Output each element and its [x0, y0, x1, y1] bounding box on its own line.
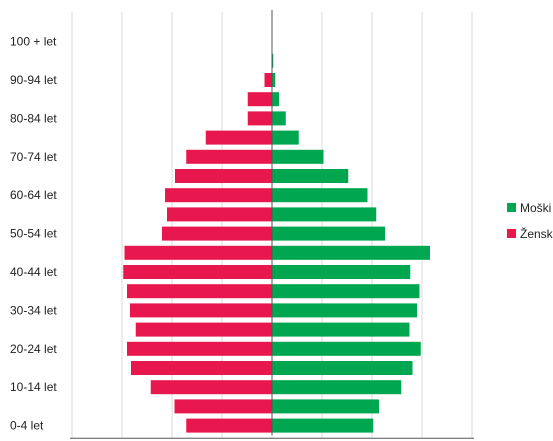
female-bar — [123, 265, 272, 279]
female-bar — [205, 130, 272, 145]
male-bar — [272, 207, 377, 222]
y-category-label: 60-64 let — [10, 188, 57, 202]
female-bar — [135, 322, 272, 337]
y-category-label: 70-74 let — [10, 150, 57, 164]
male-bar — [272, 245, 430, 260]
y-category-label: 80-84 let — [10, 111, 57, 125]
female-bar — [186, 149, 272, 164]
y-category-label: 20-24 let — [10, 342, 57, 356]
male-bar — [272, 53, 274, 68]
legend: Moški Ženske — [507, 201, 553, 241]
legend-label: Ženske — [520, 226, 553, 241]
male-bar — [272, 284, 420, 299]
y-category-label: 50-54 let — [10, 227, 57, 241]
female-bar — [186, 418, 272, 433]
female-bar — [174, 399, 272, 414]
y-category-label: 40-44 let — [10, 265, 57, 279]
y-category-label: 90-94 let — [10, 73, 57, 87]
female-bar — [247, 92, 272, 107]
legend-label: Moški — [520, 201, 551, 215]
male-bar — [272, 380, 402, 395]
male-bar — [272, 149, 324, 164]
male-bar — [272, 130, 299, 145]
female-bar — [264, 73, 272, 87]
female-bar — [247, 111, 272, 126]
male-bar — [272, 169, 349, 183]
y-category-label: 0-4 let — [10, 419, 44, 433]
male-bar — [272, 322, 410, 337]
female-bar — [131, 361, 272, 375]
female-bar — [127, 284, 272, 299]
female-bar — [127, 341, 272, 356]
female-bar — [175, 169, 272, 183]
y-category-label: 10-14 let — [10, 380, 57, 394]
female-bar — [167, 207, 272, 222]
bars — [123, 53, 430, 433]
male-bar — [272, 399, 379, 414]
legend-swatch-female — [507, 229, 516, 238]
female-bar — [150, 380, 272, 395]
male-bar — [272, 265, 411, 279]
male-bar — [272, 418, 374, 433]
female-bar — [124, 245, 272, 260]
male-bar — [272, 92, 279, 107]
male-bar — [272, 188, 368, 203]
male-bar — [272, 226, 385, 241]
female-bar — [165, 188, 272, 203]
female-bar — [130, 303, 272, 318]
male-bar — [272, 361, 413, 375]
male-bar — [272, 303, 417, 318]
y-category-label: 30-34 let — [10, 303, 57, 317]
male-bar — [272, 341, 421, 356]
legend-swatch-male — [507, 203, 516, 212]
female-bar — [162, 226, 272, 241]
male-bar — [272, 111, 286, 126]
male-bar — [272, 73, 276, 87]
y-category-label: 100 + let — [10, 35, 57, 49]
